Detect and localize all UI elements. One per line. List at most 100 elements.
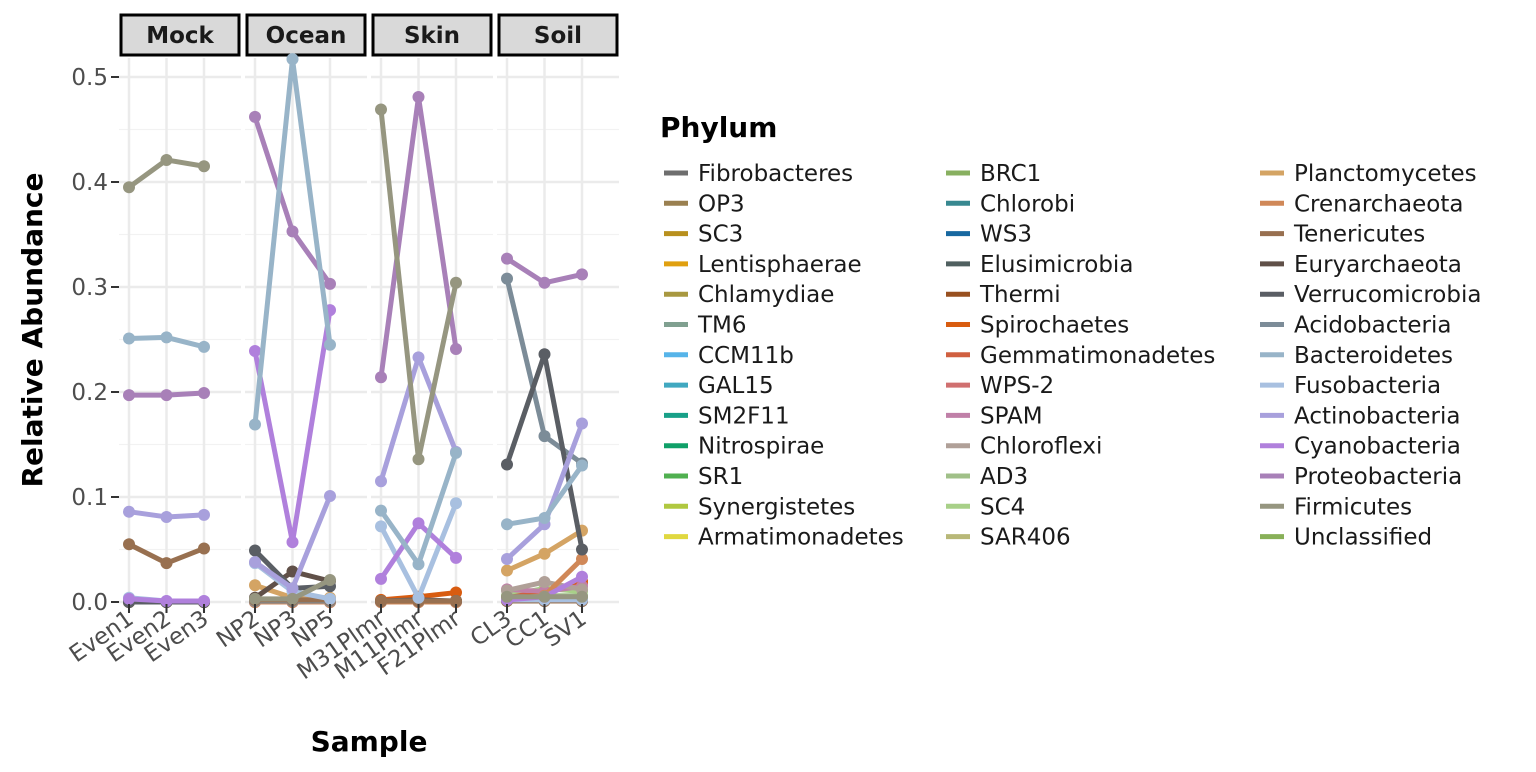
series-acidobacteria (123, 272, 588, 608)
data-point (123, 505, 135, 518)
legend-label: Spirochaetes (980, 313, 1129, 339)
legend-label: Chloroflexi (980, 434, 1102, 460)
series-bacteroidetes (123, 53, 588, 571)
data-point (501, 552, 513, 565)
facet-strip-box (119, 13, 241, 57)
legend-label: Bacteroidetes (1294, 343, 1453, 369)
data-point (249, 592, 261, 605)
data-point (286, 53, 299, 66)
data-point (538, 512, 551, 524)
data-point (538, 430, 551, 443)
facet-strip: Ocean (245, 13, 367, 57)
legend-item: Synergistetes (664, 494, 855, 520)
data-point (501, 252, 513, 265)
legend-label: SR1 (698, 464, 743, 490)
facet-strip-box (497, 13, 619, 57)
legend-label: SAR406 (980, 525, 1071, 551)
legend-item: Bacteroidetes (1260, 343, 1453, 369)
data-point (412, 351, 425, 364)
data-point (450, 497, 462, 510)
y-axis-title: Relative Abundance (16, 172, 49, 487)
data-point (538, 590, 551, 603)
data-point (249, 544, 261, 557)
legend-item: WPS-2 (946, 373, 1054, 399)
data-point (375, 504, 387, 517)
data-point (501, 564, 513, 577)
data-point (160, 594, 173, 607)
legend-label: Crenarchaeota (1294, 191, 1463, 217)
data-point (324, 338, 336, 351)
data-point (576, 459, 588, 472)
data-point (576, 417, 588, 430)
series-proteobacteria (123, 90, 588, 402)
legend-label: Fibrobacteres (698, 161, 853, 187)
legend-item: SR1 (664, 464, 743, 490)
legend: Fibrobacteres OP3 SC3 Lentisphaerae Chlamydi… (664, 161, 1481, 551)
data-point (198, 542, 210, 555)
legend-item: GAL15 (664, 373, 774, 399)
legend-item: Fusobacteria (1260, 373, 1441, 399)
legend-label: Elusimicrobia (980, 252, 1133, 278)
legend-label: Nitrospirae (698, 434, 824, 460)
legend-item: SM2F11 (664, 403, 790, 429)
data-point (198, 340, 210, 353)
data-point (198, 508, 210, 521)
legend-item: Planctomycetes (1260, 161, 1477, 187)
facet-strips: Mock Ocean Skin Soil (119, 13, 619, 57)
legend-label: TM6 (697, 313, 747, 339)
data-point (375, 594, 387, 607)
data-point (538, 547, 551, 560)
facet-label: Ocean (266, 23, 347, 49)
data-point (249, 579, 261, 592)
legend-label: WPS-2 (980, 373, 1054, 399)
legend-item: Elusimicrobia (946, 252, 1133, 278)
facet-strip: Skin (371, 13, 493, 57)
y-tick-label: 0.1 (71, 485, 108, 511)
data-point (286, 582, 299, 595)
data-point (123, 389, 135, 402)
data-point (324, 489, 336, 502)
legend-label: Acidobacteria (1294, 313, 1452, 339)
facet-label: Soil (534, 23, 582, 49)
data-point (375, 371, 387, 384)
data-point (249, 110, 261, 123)
data-point (450, 276, 462, 289)
legend-item: SPAM (946, 403, 1043, 429)
series-verrucomicrobia (123, 348, 588, 608)
legend-label: Verrucomicrobia (1294, 282, 1481, 308)
data-point (286, 592, 299, 605)
legend-item: TM6 (664, 313, 747, 339)
data-point (160, 557, 173, 570)
data-point (375, 520, 387, 533)
data-point (160, 389, 173, 402)
facet-strip: Mock (119, 13, 241, 57)
legend-item: WS3 (946, 222, 1032, 248)
data-point (324, 573, 336, 586)
legend-item: Unclassified (1260, 525, 1432, 551)
legend-label: Lentisphaerae (698, 252, 862, 278)
data-point (198, 160, 210, 173)
y-tick-label: 0.5 (71, 65, 108, 91)
series-actinobacteria (123, 351, 588, 595)
data-point (160, 510, 173, 523)
data-point (123, 592, 135, 605)
data-point (576, 543, 588, 556)
data-point (375, 572, 387, 585)
legend-item: SAR406 (946, 525, 1071, 551)
legend-label: Gemmatimonadetes (980, 343, 1215, 369)
legend-title: Phylum (660, 111, 777, 144)
legend-label: Firmicutes (1294, 494, 1412, 520)
legend-label: Chlorobi (980, 191, 1075, 217)
legend-item: Chloroflexi (946, 434, 1102, 460)
legend-label: OP3 (698, 191, 745, 217)
data-point (375, 475, 387, 488)
data-point (576, 570, 588, 583)
legend-label: Thermi (979, 282, 1061, 308)
data-point (412, 453, 425, 466)
data-point (324, 277, 336, 290)
legend-item: BRC1 (946, 161, 1041, 187)
legend-item: Actinobacteria (1260, 403, 1460, 429)
legend-label: SC3 (698, 222, 743, 248)
legend-label: SC4 (980, 494, 1025, 520)
